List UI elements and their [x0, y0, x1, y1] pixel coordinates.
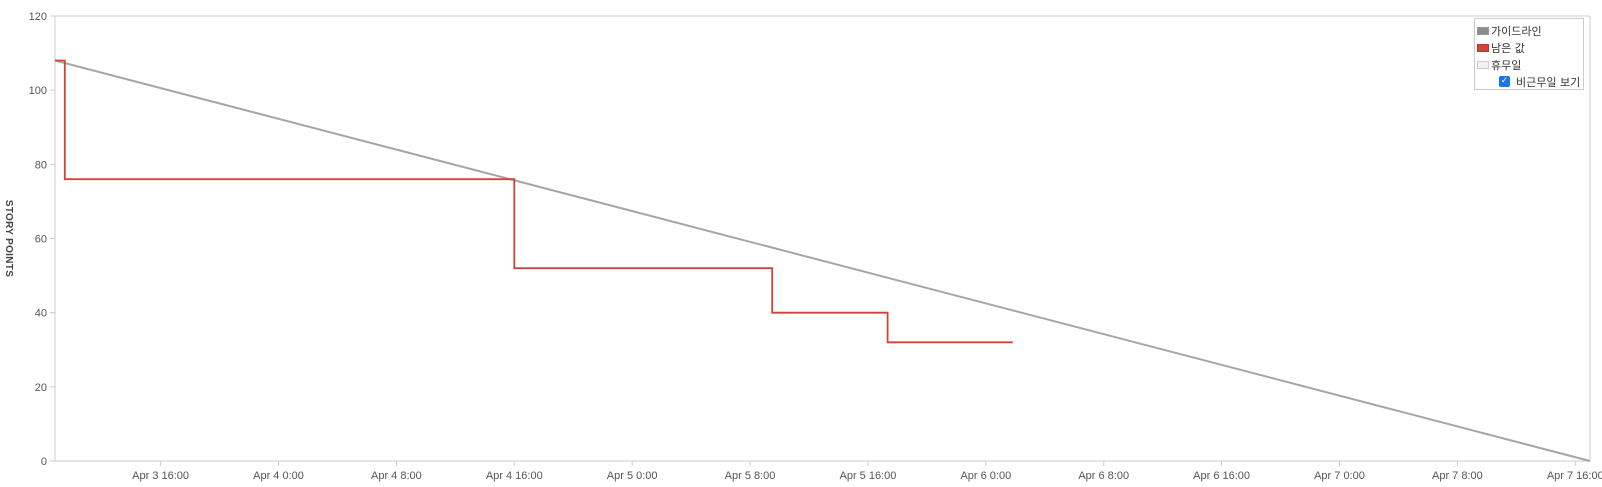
chart-axes: [54, 15, 1591, 462]
remaining-values-series-line: [55, 59, 1013, 344]
legend-item-guideline[interactable]: 가이드라인: [1477, 22, 1581, 39]
x-tick-label: Apr 6 8:00: [1078, 470, 1129, 482]
guideline-series-line: [54, 59, 1591, 462]
x-tick-label: Apr 4 16:00: [486, 470, 543, 482]
x-tick-label: Apr 5 16:00: [839, 470, 896, 482]
legend-label-remaining: 남은 값: [1491, 41, 1525, 55]
y-ticks: 0 20 40 60 80 100 120: [29, 11, 55, 468]
chart-legend: 가이드라인 남은 값 휴무일 ✓ 비근무일 보기: [1474, 18, 1584, 90]
x-tick-label: Apr 7 16:00: [1547, 470, 1602, 482]
show-non-working-days-label: 비근무일 보기: [1516, 75, 1581, 89]
checkbox-checked-icon[interactable]: ✓: [1499, 76, 1510, 87]
x-tick-label: Apr 4 8:00: [371, 470, 422, 482]
x-ticks: Apr 3 16:00 Apr 4 0:00 Apr 4 8:00 Apr 4 16:…: [132, 461, 1602, 482]
y-tick-label: 0: [41, 456, 47, 468]
legend-swatch-non-working-days: [1477, 60, 1489, 69]
y-tick-label: 60: [35, 234, 47, 246]
legend-label-non-working-days: 휴무일: [1491, 58, 1522, 72]
y-tick-label: 20: [35, 382, 47, 394]
y-tick-label: 100: [29, 85, 47, 97]
legend-swatch-remaining: [1477, 43, 1489, 52]
y-tick-label: 40: [35, 308, 47, 320]
y-tick-label: 120: [29, 11, 47, 23]
x-tick-label: Apr 3 16:00: [132, 470, 189, 482]
x-tick-label: Apr 5 8:00: [725, 470, 776, 482]
legend-label-guideline: 가이드라인: [1491, 24, 1542, 38]
show-non-working-days-toggle[interactable]: ✓ 비근무일 보기: [1477, 73, 1581, 90]
x-tick-label: Apr 6 0:00: [960, 470, 1011, 482]
legend-swatch-guideline: [1477, 26, 1489, 35]
legend-item-non-working-days[interactable]: 휴무일: [1477, 56, 1581, 73]
legend-item-remaining[interactable]: 남은 값: [1477, 39, 1581, 56]
series-group: [54, 59, 1591, 462]
x-tick-label: Apr 7 0:00: [1314, 470, 1365, 482]
x-tick-label: Apr 7 8:00: [1432, 470, 1483, 482]
x-tick-label: Apr 4 0:00: [253, 470, 304, 482]
y-axis-title: STORY POINTS: [3, 200, 14, 277]
x-tick-label: Apr 5 0:00: [607, 470, 658, 482]
x-tick-label: Apr 6 16:00: [1193, 470, 1250, 482]
y-tick-label: 80: [35, 159, 47, 171]
